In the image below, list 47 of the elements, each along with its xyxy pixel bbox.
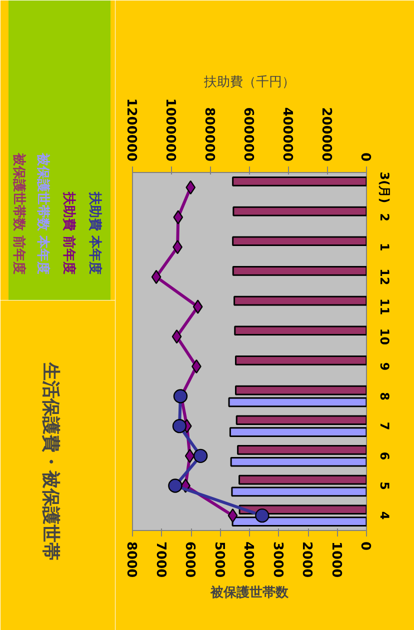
point [172,329,182,344]
y-tick-label: 3(月) [378,172,392,204]
x2-tick-label: 0 [358,152,372,162]
x2-tick-label: 400000 [280,107,294,162]
y-tick-label: 8 [378,392,392,400]
x-tick-label: 5000 [211,542,226,578]
text: 被保護世帯数 前年度 [11,152,27,275]
text: 扶助費 前年度 [61,190,77,275]
y-tick-label: 6 [378,452,392,460]
x2-tick-label: 1000000 [162,98,178,162]
y-tick-label: 12 [378,268,392,286]
x2-tick-label: 800000 [202,107,216,162]
x-tick-label: 8000 [124,542,138,578]
x-tick-label: 2000 [299,542,314,578]
point [228,508,238,523]
y-tick-label: 4 [378,511,392,520]
y-tick-label: 9 [378,362,392,371]
text: 被保護世帯数 本年度 [35,152,51,275]
y-tick-label: 11 [378,298,392,316]
text: 扶助費 本年度 [87,190,103,275]
y-tick-label: 2 [378,213,392,222]
x-tick-label: 0 [358,542,372,551]
x-tick-label: 7000 [152,542,168,578]
x2-axis-title: 扶助費（千円） [203,75,295,90]
x-tick-label: 4000 [240,542,256,578]
point [173,389,188,404]
point [192,300,203,314]
point [168,478,182,493]
point [186,180,196,195]
y-tick-label: 1 [378,242,392,252]
x-tick-label: 3000 [270,542,285,578]
point [193,448,208,464]
point [184,448,195,464]
point [255,508,270,523]
y-tick-label: 5 [378,482,392,490]
x2-tick-label: 200000 [318,107,334,162]
x-tick-label: 1000 [328,542,344,578]
x2-tick-label: 600000 [240,107,256,162]
y-tick-label: 7 [378,422,392,430]
y-tick-label: 10 [378,328,392,345]
x-axis-title: 被保護世帯数 [210,584,290,601]
x-tick-label: 6000 [182,542,197,578]
point [151,270,162,284]
x2-tick-label: 1200000 [124,98,138,162]
point [172,418,187,434]
text: 生活保護費・被保護世帯 [40,362,61,560]
point [173,210,184,224]
